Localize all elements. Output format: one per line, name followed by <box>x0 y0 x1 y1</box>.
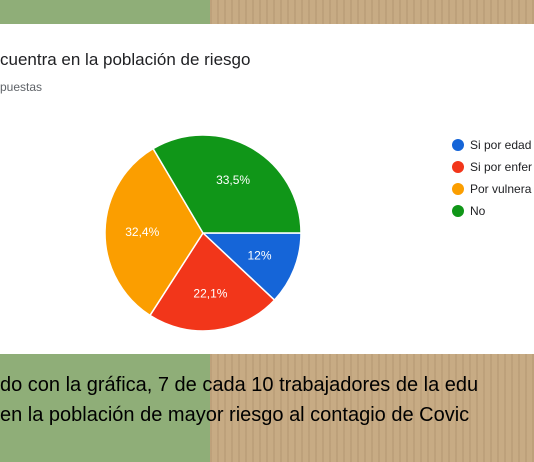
caption-line-2: en la población de mayor riesgo al conta… <box>0 404 470 426</box>
legend-item-1: Si por enfer <box>452 156 534 178</box>
caption-line-1: do con la gráfica, 7 de cada 10 trabajad… <box>0 374 479 396</box>
chart-card: cuentra en la población de riesgo puesta… <box>0 24 534 354</box>
pie-slice-1 <box>148 231 276 332</box>
legend-swatch-1 <box>452 161 464 173</box>
legend-swatch-3 <box>452 205 464 217</box>
chart-subtitle: puestas <box>0 80 43 94</box>
legend-label-2: Por vulnera <box>470 182 532 196</box>
legend-label-0: Si por edad <box>470 138 532 152</box>
chart-title: cuentra en la población de riesgo <box>0 50 251 69</box>
pie-slice-label-2: 32,4% <box>125 225 159 239</box>
legend-item-0: Si por edad <box>452 134 534 156</box>
pie-slice-label-3: 33,5% <box>216 173 250 187</box>
legend-swatch-2 <box>452 183 464 195</box>
pie-slice-label-1: 22,1% <box>193 286 227 300</box>
pie-slice-2 <box>104 147 204 317</box>
legend-swatch-0 <box>452 139 464 151</box>
legend-label-1: Si por enfer <box>470 160 533 174</box>
legend-item-3: No <box>452 200 534 222</box>
chart-legend: Si por edad Si por enfer Por vulnera No <box>452 134 534 222</box>
legend-item-2: Por vulnera <box>452 178 534 200</box>
pie-slice-label-0: 12% <box>247 248 271 262</box>
pie-slice-3 <box>152 134 302 234</box>
pie-chart: 12% 22,1% 32,4% 33,5% <box>104 134 302 332</box>
legend-label-3: No <box>470 204 486 218</box>
pie-slice-0 <box>201 232 302 302</box>
caption-text: do con la gráfica, 7 de cada 10 trabajad… <box>0 370 534 430</box>
